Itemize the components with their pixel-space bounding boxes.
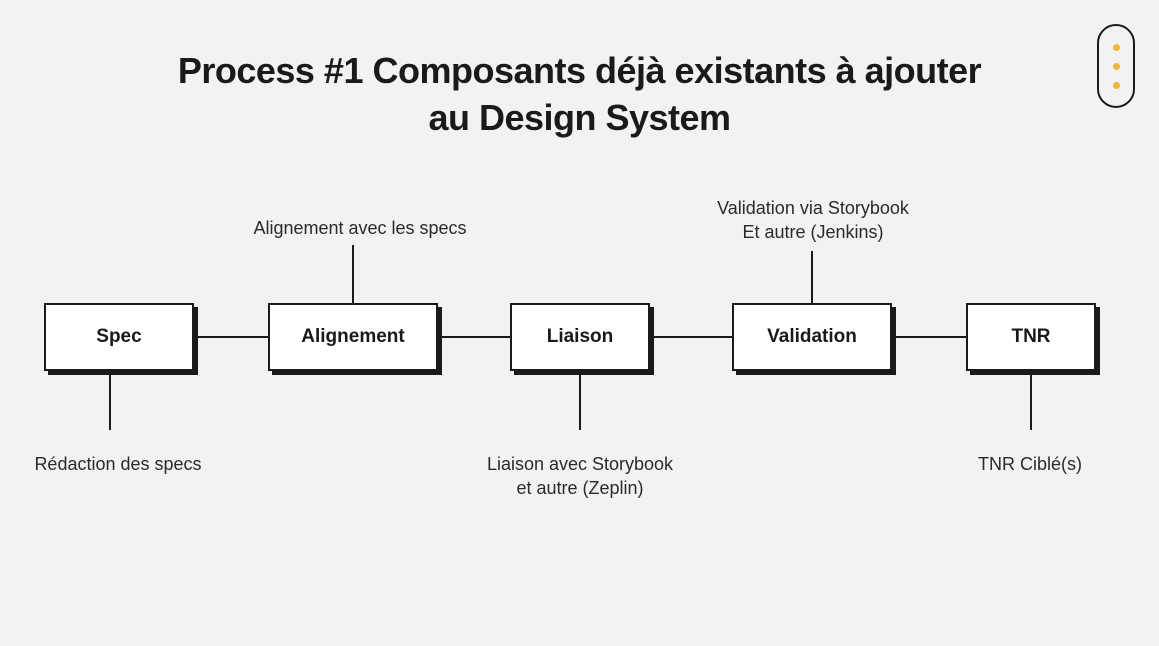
flow-node-tnr: TNR [966,303,1096,371]
annotation-spec: Rédaction des specs [18,452,218,476]
flow-node-spec: Spec [44,303,194,371]
flow-node-liaison: Liaison [510,303,650,371]
annotation-liaison: Liaison avec Storybook et autre (Zeplin) [455,452,705,501]
flow-node-alignement: Alignement [268,303,438,371]
annotation-alignement: Alignement avec les specs [230,216,490,240]
flow-node-validation: Validation [732,303,892,371]
annotation-tnr: TNR Ciblé(s) [950,452,1110,476]
annotation-validation: Validation via Storybook Et autre (Jenki… [688,196,938,245]
process-flow-diagram: Spec Alignement Liaison Validation TNR Rédact… [0,0,1159,646]
